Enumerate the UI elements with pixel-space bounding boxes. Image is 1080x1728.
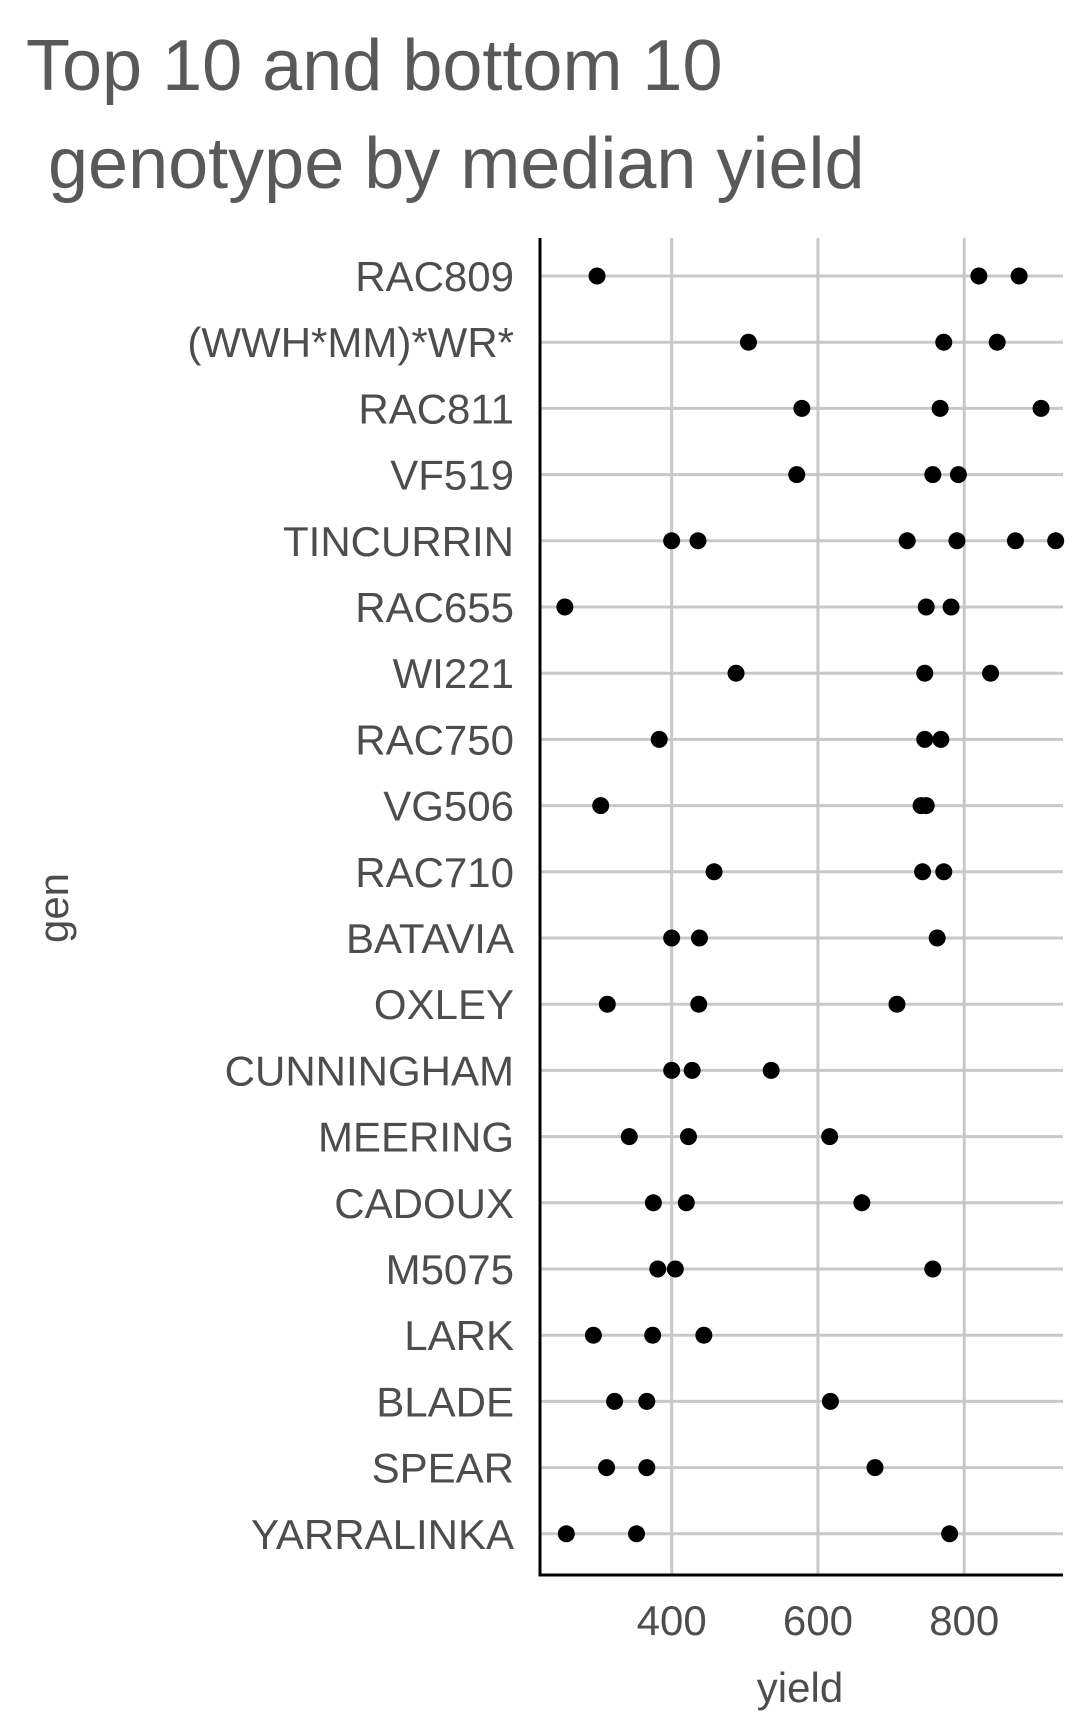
point-layer (556, 267, 1065, 1543)
data-point (690, 929, 708, 947)
data-point (663, 929, 681, 947)
data-point (988, 333, 1006, 351)
y-tick-label: SPEAR (372, 1445, 514, 1492)
data-point (644, 1326, 662, 1344)
data-point (556, 598, 574, 616)
data-point (793, 399, 811, 417)
y-tick-label: WI221 (393, 650, 514, 697)
y-tick-label: CUNNINGHAM (225, 1047, 514, 1094)
data-point (679, 1128, 697, 1146)
data-point (690, 995, 708, 1013)
data-point (762, 1061, 780, 1079)
y-tick-label: OXLEY (374, 981, 514, 1028)
data-point (666, 1260, 684, 1278)
data-point (650, 730, 668, 748)
data-point (935, 863, 953, 881)
y-tick-label: M5075 (386, 1246, 514, 1293)
data-point (942, 598, 960, 616)
y-tick-label: VG506 (383, 783, 514, 830)
data-point (948, 532, 966, 550)
data-point (935, 333, 953, 351)
data-point (598, 995, 616, 1013)
y-tick-label: RAC710 (355, 849, 514, 896)
data-point (888, 995, 906, 1013)
data-point (924, 466, 942, 484)
y-tick-label: CADOUX (334, 1180, 514, 1227)
data-point (606, 1392, 624, 1410)
data-point (683, 1061, 701, 1079)
y-axis-title: gen (30, 873, 77, 943)
data-point (917, 797, 935, 815)
y-tick-label: YARRALINKA (251, 1511, 514, 1558)
y-tick-label: (WWH*MM)*WR* (187, 319, 514, 366)
data-point (1006, 532, 1024, 550)
data-point (663, 1061, 681, 1079)
data-point (914, 863, 932, 881)
data-point (644, 1194, 662, 1212)
data-point (638, 1459, 656, 1477)
data-point (739, 333, 757, 351)
y-tick-label: BLADE (376, 1378, 514, 1425)
data-point (1010, 267, 1028, 285)
data-point (916, 730, 934, 748)
chart-title-line-1: Top 10 and bottom 10 (26, 26, 723, 106)
data-point (557, 1525, 575, 1543)
x-tick-label: 400 (637, 1597, 707, 1644)
grid-layer (540, 238, 1063, 1575)
data-point (689, 532, 707, 550)
y-tick-label: RAC809 (355, 253, 514, 300)
data-point (928, 929, 946, 947)
y-tick-label: BATAVIA (346, 915, 514, 962)
data-point (1032, 399, 1050, 417)
data-point (584, 1326, 602, 1344)
data-point (931, 399, 949, 417)
data-point (866, 1459, 884, 1477)
y-tick-label: LARK (404, 1312, 514, 1359)
data-point (663, 532, 681, 550)
data-point (588, 267, 606, 285)
data-point (982, 664, 1000, 682)
x-tick-label: 600 (783, 1597, 853, 1644)
label-layer: RAC809 (WWH*MM)*WR* RAC811 VF519 TINCURRIN RA… (187, 253, 999, 1644)
x-tick-label: 800 (929, 1597, 999, 1644)
data-point (853, 1194, 871, 1212)
data-point (620, 1128, 638, 1146)
data-point (949, 466, 967, 484)
y-tick-label: MEERING (318, 1114, 514, 1161)
data-point (821, 1392, 839, 1410)
data-point (677, 1194, 695, 1212)
y-tick-label: TINCURRIN (283, 518, 514, 565)
x-axis-title: yield (757, 1664, 843, 1711)
data-point (970, 267, 988, 285)
data-point (917, 598, 935, 616)
data-point (598, 1459, 616, 1477)
data-point (916, 664, 934, 682)
data-point (592, 797, 610, 815)
axis-layer (538, 238, 1063, 1577)
data-point (638, 1392, 656, 1410)
data-point (628, 1525, 646, 1543)
y-tick-label: RAC750 (355, 716, 514, 763)
data-point (1047, 532, 1065, 550)
y-tick-label: RAC655 (355, 584, 514, 631)
data-point (727, 664, 745, 682)
y-tick-label: RAC811 (358, 385, 514, 432)
data-point (898, 532, 916, 550)
data-point (821, 1128, 839, 1146)
y-tick-label: VF519 (390, 452, 514, 499)
data-point (924, 1260, 942, 1278)
data-point (705, 863, 723, 881)
data-point (695, 1326, 713, 1344)
chart-title-line-2: genotype by median yield (48, 124, 865, 204)
data-point (941, 1525, 959, 1543)
data-point (649, 1260, 667, 1278)
data-point (788, 466, 806, 484)
data-point (932, 730, 950, 748)
